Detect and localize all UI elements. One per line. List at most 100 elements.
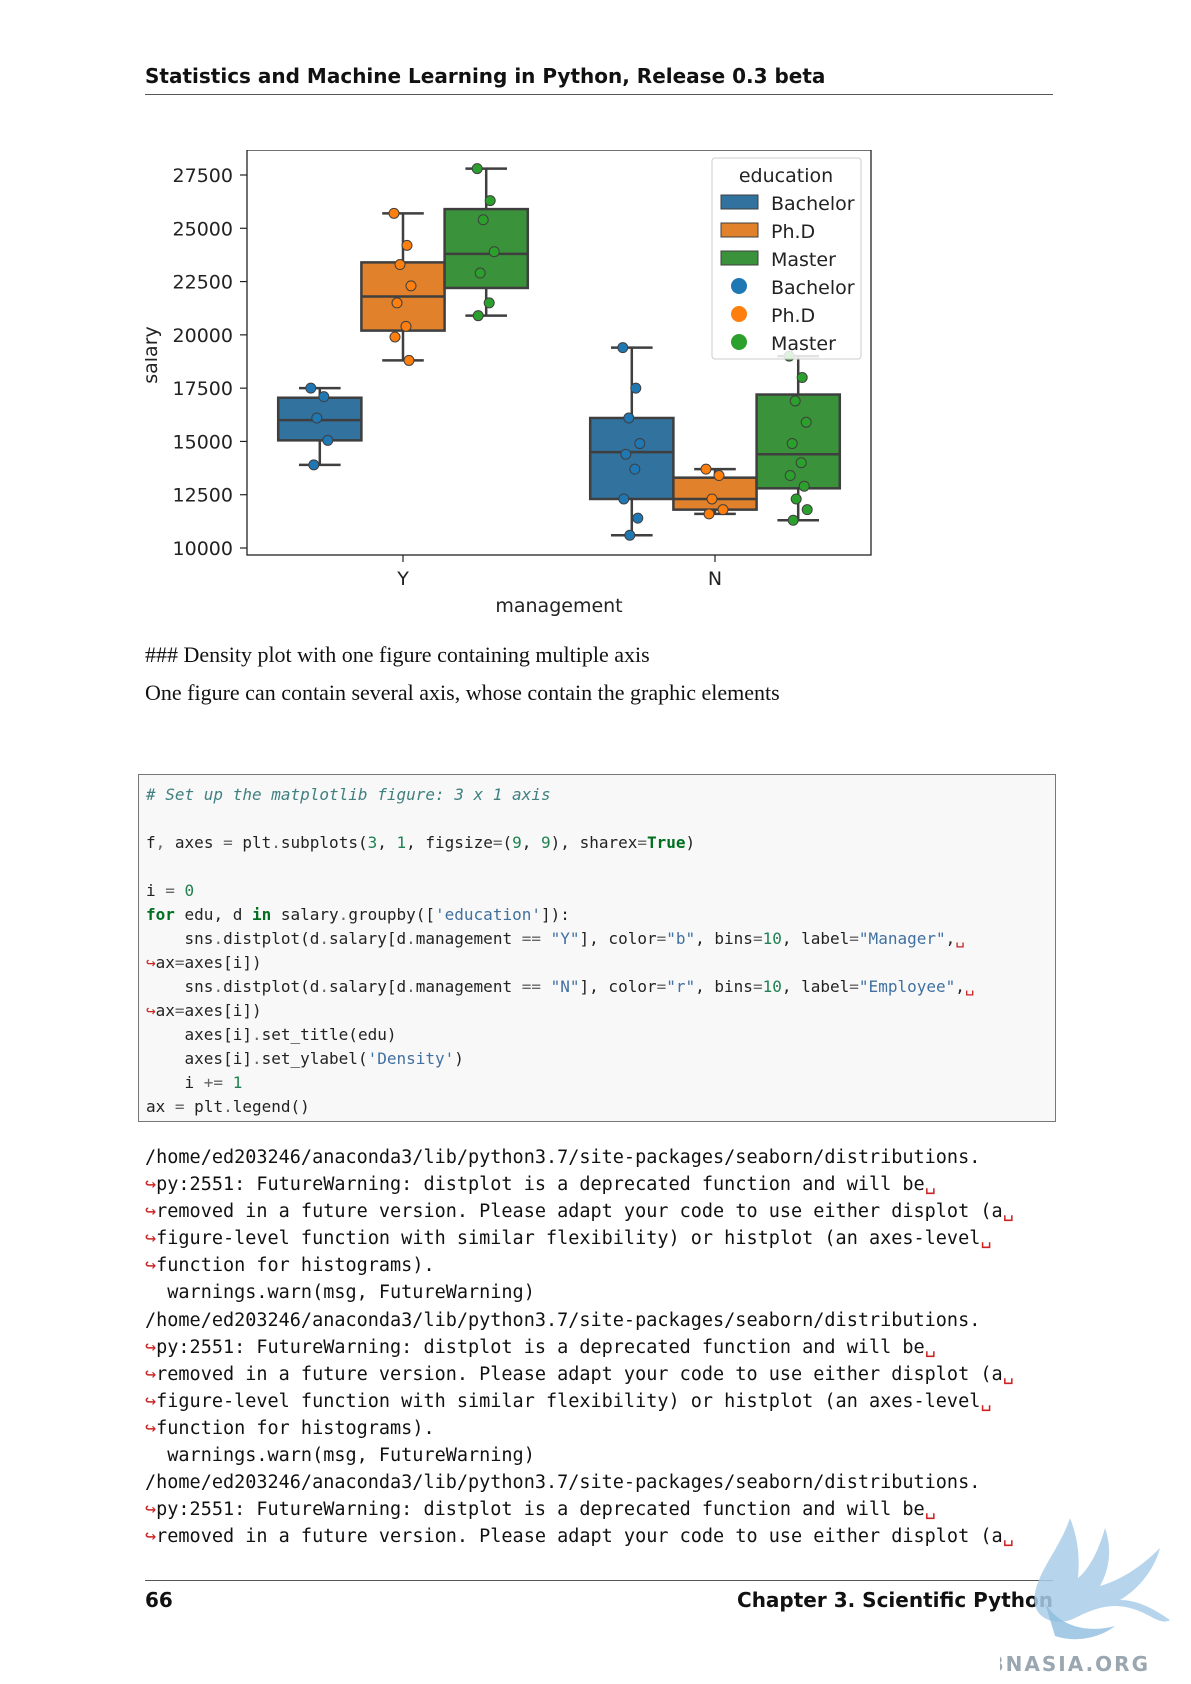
watermark-text: ABNASIA.ORG <box>1000 1652 1150 1676</box>
legend-swatch <box>720 194 759 210</box>
page-number: 66 <box>145 1588 173 1612</box>
output-path: /home/ed203246/anaconda3/lib/python3.7/s… <box>145 1472 981 1494</box>
warning-output: /home/ed203246/anaconda3/lib/python3.7/s… <box>145 1147 1014 1548</box>
output-line-2: py:2551: FutureWarning: distplot is a de… <box>156 1499 925 1521</box>
section-heading: ### Density plot with one figure contain… <box>145 642 650 667</box>
data-point <box>388 207 400 219</box>
data-point <box>400 320 412 332</box>
output-warn: warnings.warn(msg, FutureWarning) <box>145 1282 535 1304</box>
data-point <box>786 438 798 450</box>
output-line-5: function for histograms). <box>156 1417 435 1439</box>
data-point <box>305 382 317 394</box>
box-phd-n <box>672 476 758 511</box>
y-tick-label: 27500 <box>173 165 233 187</box>
data-point <box>787 514 799 526</box>
data-point <box>629 463 641 475</box>
dragon-logo-icon: ABNASIA.ORG <box>971 1518 1170 1676</box>
data-point <box>632 512 644 524</box>
legend-label: Bachelor <box>771 277 855 299</box>
data-point <box>634 438 646 450</box>
data-point <box>801 504 813 516</box>
data-point <box>617 342 629 354</box>
chart-legend: education Bachelor Ph.D Master Bachelor Ph.D… <box>711 157 862 360</box>
output-path: /home/ed203246/anaconda3/lib/python3.7/s… <box>145 1147 981 1168</box>
data-point <box>401 239 413 251</box>
legend-label: Bachelor <box>771 193 855 215</box>
watermark-logo: ABNASIA.ORG <box>971 1508 1180 1683</box>
data-point <box>796 371 808 383</box>
data-point <box>624 529 636 541</box>
x-tick-label: N <box>708 568 722 590</box>
points-group <box>305 163 813 541</box>
output-line-2: py:2551: FutureWarning: distplot is a de… <box>156 1336 925 1358</box>
data-point <box>488 246 500 258</box>
data-point <box>795 457 807 469</box>
output-line-4: figure-level function with similar flexi… <box>156 1390 981 1412</box>
data-point <box>630 382 642 394</box>
y-tick-label: 12500 <box>173 485 233 507</box>
y-axis-label: salary <box>145 326 162 384</box>
data-point <box>318 391 330 403</box>
footer-rule <box>145 1580 1053 1581</box>
data-point <box>405 280 417 292</box>
data-point <box>394 259 406 271</box>
data-point <box>471 163 483 175</box>
output-line-3: removed in a future version. Please adap… <box>156 1201 1003 1223</box>
code-text: # Set up the matplotlib figure: 3 x 1 ax… <box>146 785 975 1116</box>
data-point <box>798 480 810 492</box>
data-point <box>790 493 802 505</box>
output-warn: warnings.warn(msg, FutureWarning) <box>145 1445 535 1467</box>
data-point <box>700 463 712 475</box>
box-group <box>276 167 842 537</box>
legend-label: Master <box>771 333 836 355</box>
output-line-2: py:2551: FutureWarning: distplot is a de… <box>156 1174 925 1196</box>
data-point <box>472 310 484 322</box>
chapter-title: Chapter 3. Scientific Python <box>737 1588 1053 1612</box>
data-point <box>391 297 403 309</box>
output-line-3: removed in a future version. Please adap… <box>156 1526 1003 1548</box>
intro-paragraph: One figure can contain several axis, who… <box>145 680 780 705</box>
code-block: # Set up the matplotlib figure: 3 x 1 ax… <box>138 774 1056 1122</box>
data-point <box>717 504 729 516</box>
legend-label: Ph.D <box>771 221 815 243</box>
data-point <box>789 395 801 407</box>
legend-items: Bachelor Ph.D Master Bachelor Ph.D Master <box>720 193 855 355</box>
legend-marker <box>731 306 747 322</box>
code-comment: # Set up the matplotlib figure: 3 x 1 ax… <box>146 785 551 804</box>
data-point <box>389 331 401 343</box>
data-point <box>800 416 812 428</box>
output-path: /home/ed203246/anaconda3/lib/python3.7/s… <box>145 1309 981 1331</box>
data-point <box>477 214 489 226</box>
data-point <box>618 493 630 505</box>
output-line-5: function for histograms). <box>156 1255 435 1277</box>
legend-title: education <box>739 165 833 187</box>
data-point <box>474 267 486 279</box>
legend-marker <box>731 334 747 350</box>
y-tick-label: 17500 <box>173 378 233 400</box>
x-tick-label: Y <box>396 568 409 590</box>
x-axis-label: management <box>495 595 622 617</box>
data-point <box>703 508 715 520</box>
page-header: Statistics and Machine Learning in Pytho… <box>145 64 1053 95</box>
code-subplots-line: f, axes = plt.subplots(3, 1, figsize=(9,… <box>146 833 696 852</box>
y-tick-label: 22500 <box>173 272 233 294</box>
legend-swatch <box>720 222 759 238</box>
legend-label: Master <box>771 249 836 271</box>
data-point <box>713 470 725 482</box>
data-point <box>620 448 632 460</box>
boxplot-figure: 10000 12500 15000 17500 20000 22500 25000 27500… <box>140 149 935 640</box>
data-point <box>308 459 320 471</box>
y-tick-label: 10000 <box>173 538 233 560</box>
legend-swatch <box>720 250 759 266</box>
y-axis: 10000 12500 15000 17500 20000 22500 25000 27500 <box>173 165 247 560</box>
y-tick-label: 25000 <box>173 218 233 240</box>
data-point <box>784 470 796 482</box>
output-line-4: figure-level function with similar flexi… <box>156 1228 981 1250</box>
data-point <box>322 434 334 446</box>
legend-marker <box>731 278 747 294</box>
data-point <box>706 493 718 505</box>
y-tick-label: 20000 <box>173 325 233 347</box>
data-point <box>311 412 323 424</box>
data-point <box>623 412 635 424</box>
boxplot-chart: 10000 12500 15000 17500 20000 22500 25000 27500… <box>140 149 872 617</box>
